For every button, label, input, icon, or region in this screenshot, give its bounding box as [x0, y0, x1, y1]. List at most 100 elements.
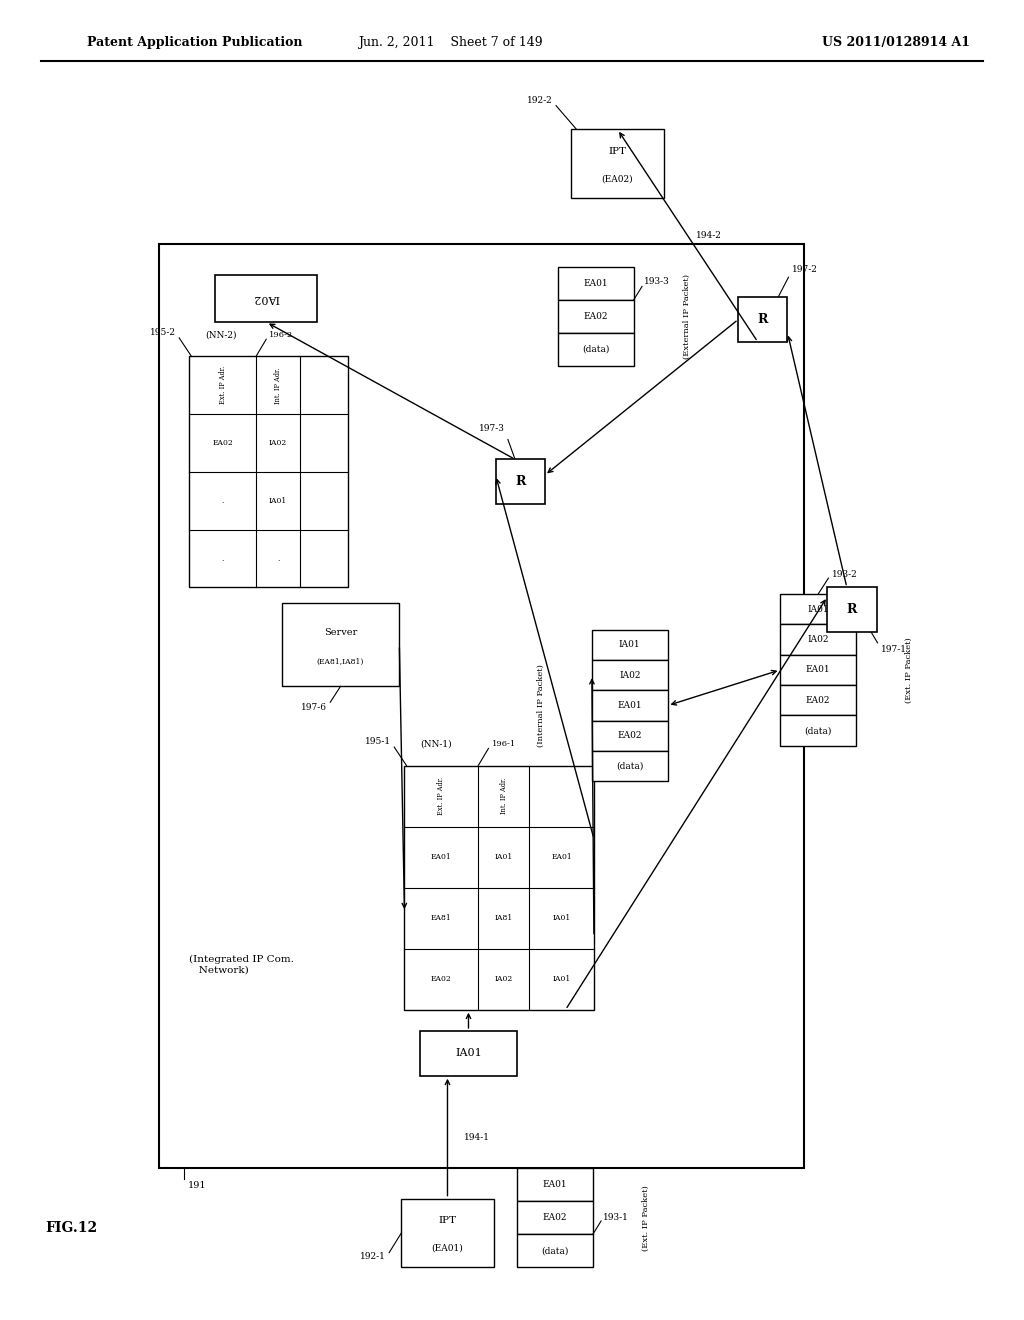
- Bar: [215, 275, 317, 322]
- Bar: [401, 1199, 494, 1267]
- Text: 193-2: 193-2: [831, 570, 857, 578]
- Text: .: .: [221, 554, 224, 562]
- Text: IA01: IA01: [455, 1048, 482, 1059]
- Text: Server: Server: [324, 628, 357, 636]
- Text: (External IP Packet): (External IP Packet): [683, 273, 691, 359]
- Text: 192-1: 192-1: [360, 1253, 386, 1261]
- Text: IA01: IA01: [553, 915, 570, 923]
- Text: 197-3: 197-3: [479, 425, 505, 433]
- Text: IA02: IA02: [269, 440, 287, 447]
- Text: IA02: IA02: [808, 635, 828, 644]
- Bar: [592, 690, 668, 721]
- Text: Jun. 2, 2011    Sheet 7 of 149: Jun. 2, 2011 Sheet 7 of 149: [358, 36, 543, 49]
- Text: 197-1: 197-1: [881, 645, 906, 653]
- Text: EA01: EA01: [543, 1180, 567, 1189]
- Bar: [738, 297, 787, 342]
- Text: (Internal IP Packet): (Internal IP Packet): [537, 664, 545, 747]
- Bar: [420, 1031, 517, 1076]
- Bar: [592, 751, 668, 781]
- Text: R: R: [758, 313, 768, 326]
- Text: R: R: [515, 475, 525, 488]
- Text: EA01: EA01: [431, 853, 452, 861]
- Text: 192-2: 192-2: [527, 96, 553, 104]
- Text: EA02: EA02: [584, 312, 608, 321]
- Bar: [827, 587, 877, 632]
- Text: 194-2: 194-2: [696, 231, 722, 240]
- Text: .: .: [221, 496, 224, 504]
- Bar: [780, 594, 856, 624]
- Text: EA02: EA02: [431, 975, 452, 983]
- Text: (data): (data): [542, 1246, 568, 1255]
- Text: 195-1: 195-1: [365, 738, 391, 746]
- Text: (data): (data): [583, 345, 609, 354]
- Bar: [517, 1168, 593, 1201]
- Text: 194-1: 194-1: [464, 1133, 489, 1142]
- Text: EA01: EA01: [584, 279, 608, 288]
- Text: 197-2: 197-2: [792, 265, 817, 273]
- Text: EA02: EA02: [806, 696, 830, 705]
- Text: (Ext. IP Packet): (Ext. IP Packet): [905, 638, 913, 702]
- Text: EA01: EA01: [806, 665, 830, 675]
- Text: EA02: EA02: [617, 731, 642, 741]
- Text: 197-6: 197-6: [301, 704, 328, 711]
- Bar: [558, 267, 634, 300]
- Text: (NN-1): (NN-1): [420, 741, 452, 748]
- Text: (Integrated IP Com.
   Network): (Integrated IP Com. Network): [189, 956, 294, 974]
- Bar: [404, 766, 594, 1010]
- Text: EA01: EA01: [551, 853, 572, 861]
- Bar: [780, 715, 856, 746]
- Text: EA02: EA02: [543, 1213, 567, 1222]
- Text: 196-2: 196-2: [269, 331, 294, 339]
- Text: 195-2: 195-2: [151, 329, 176, 337]
- Text: IA01: IA01: [495, 853, 513, 861]
- Text: EA01: EA01: [617, 701, 642, 710]
- Text: IA02: IA02: [620, 671, 640, 680]
- Bar: [592, 660, 668, 690]
- Text: .: .: [276, 554, 280, 562]
- Text: IA02: IA02: [253, 293, 280, 304]
- Text: 196-1: 196-1: [492, 741, 516, 748]
- Text: FIG.12: FIG.12: [46, 1221, 97, 1234]
- Text: EA81: EA81: [431, 915, 452, 923]
- Text: 193-3: 193-3: [644, 277, 670, 285]
- Bar: [159, 244, 804, 1168]
- Text: IA01: IA01: [553, 975, 570, 983]
- Bar: [571, 129, 664, 198]
- Text: R: R: [847, 603, 857, 616]
- Bar: [517, 1234, 593, 1267]
- Bar: [282, 603, 399, 686]
- Text: IPT: IPT: [608, 147, 627, 156]
- Bar: [780, 624, 856, 655]
- Text: (EA01): (EA01): [431, 1243, 464, 1253]
- Text: 191: 191: [187, 1181, 206, 1189]
- Bar: [592, 630, 668, 660]
- Text: IPT: IPT: [438, 1216, 457, 1225]
- Text: (data): (data): [616, 762, 643, 771]
- Bar: [780, 655, 856, 685]
- Bar: [592, 721, 668, 751]
- Text: (EA02): (EA02): [602, 174, 633, 183]
- Text: IA01: IA01: [807, 605, 829, 614]
- Text: IA02: IA02: [495, 975, 513, 983]
- Text: (EA81,IA81): (EA81,IA81): [316, 657, 365, 665]
- Text: 193-1: 193-1: [603, 1213, 629, 1221]
- Text: (Ext. IP Packet): (Ext. IP Packet): [642, 1185, 650, 1250]
- Text: (data): (data): [805, 726, 831, 735]
- Text: Ext. IP Adr.: Ext. IP Adr.: [437, 777, 445, 816]
- Bar: [780, 685, 856, 715]
- Text: IA01: IA01: [618, 640, 641, 649]
- Text: IA81: IA81: [495, 915, 513, 923]
- Text: (NN-2): (NN-2): [205, 331, 237, 339]
- Text: Patent Application Publication: Patent Application Publication: [87, 36, 302, 49]
- Text: Int. IP Adr.: Int. IP Adr.: [500, 777, 508, 814]
- Text: Ext. IP Adr.: Ext. IP Adr.: [219, 366, 226, 404]
- Text: US 2011/0128914 A1: US 2011/0128914 A1: [822, 36, 970, 49]
- Bar: [496, 459, 545, 504]
- Bar: [558, 333, 634, 366]
- Text: EA02: EA02: [212, 440, 233, 447]
- Text: IA01: IA01: [269, 496, 287, 504]
- Bar: [558, 300, 634, 333]
- Bar: [189, 356, 348, 587]
- Bar: [517, 1201, 593, 1234]
- Text: Int. IP Adr.: Int. IP Adr.: [274, 367, 282, 404]
